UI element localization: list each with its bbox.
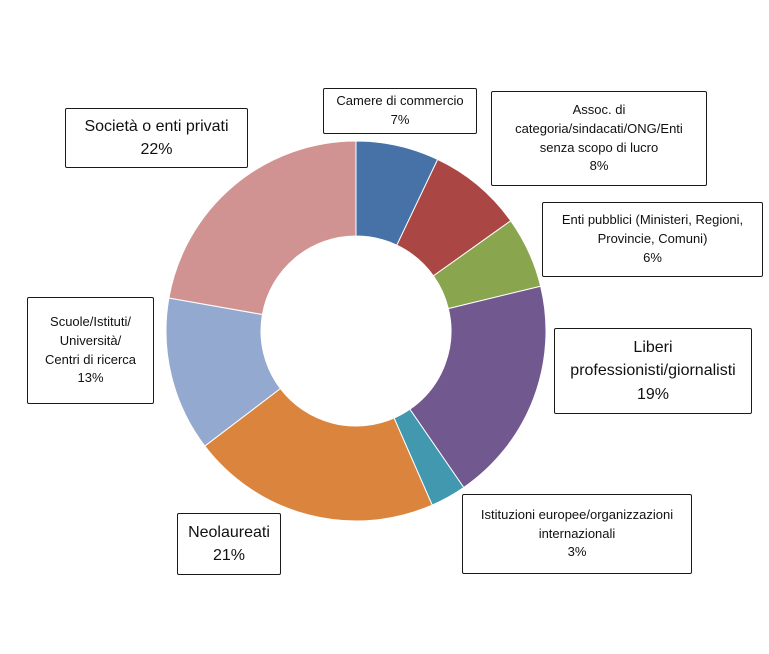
callout-label: Camere di commercio (336, 93, 464, 109)
donut-slice-7 (168, 140, 357, 316)
donut-slice-3 (409, 285, 547, 489)
callout-label: Neolaureati (188, 523, 270, 541)
callout-label: Assoc. di categoria/sindacati/ONG/Enti s… (515, 101, 683, 155)
callout-percent: 8% (589, 158, 609, 174)
callout-label: Liberi professionisti/giornalisti (570, 339, 736, 380)
callout-percent: 13% (77, 370, 104, 386)
callout-societa-enti-privati: Società o enti privati 22% (65, 108, 248, 168)
donut-slices (165, 140, 547, 522)
callout-percent: 3% (567, 544, 587, 560)
callout-scuole-istituti: Scuole/Istituti/ Università/ Centri di r… (27, 297, 154, 404)
callout-label: Scuole/Istituti/ Università/ Centri di r… (44, 313, 137, 367)
callout-enti-pubblici: Enti pubblici (Ministeri, Regioni, Provi… (542, 202, 763, 277)
callout-percent: 21% (212, 547, 246, 564)
donut-slice-5 (204, 387, 433, 522)
callout-percent: 19% (636, 385, 670, 403)
callout-label: Enti pubblici (Ministeri, Regioni, Provi… (561, 212, 744, 247)
callout-percent: 22% (140, 141, 173, 158)
callout-neolaureati: Neolaureati 21% (177, 513, 281, 575)
callout-liberi-professionisti: Liberi professionisti/giornalisti 19% (554, 328, 752, 414)
callout-associazioni: Assoc. di categoria/sindacati/ONG/Enti s… (491, 91, 707, 186)
callout-percent: 6% (643, 249, 662, 265)
callout-camere-di-commercio: Camere di commercio 7% (323, 88, 477, 134)
callout-label: Società o enti privati (84, 117, 229, 135)
callout-istituzioni-europee: Istituzioni europee/organizzazioni inter… (462, 494, 692, 574)
callout-label: Istituzioni europee/organizzazioni inter… (480, 506, 674, 541)
callout-percent: 7% (390, 112, 410, 127)
